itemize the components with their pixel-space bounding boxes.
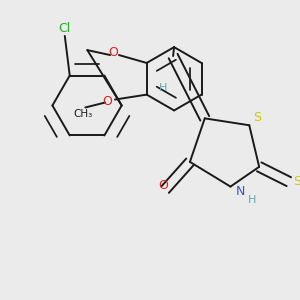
Text: S: S (253, 111, 261, 124)
Text: CH₃: CH₃ (74, 110, 93, 119)
Text: Cl: Cl (59, 22, 71, 34)
Text: O: O (108, 46, 118, 59)
Text: O: O (102, 95, 112, 108)
Text: H: H (159, 83, 167, 93)
Text: S: S (293, 175, 300, 188)
Text: N: N (236, 185, 245, 198)
Text: H: H (248, 195, 256, 206)
Text: O: O (158, 179, 168, 192)
